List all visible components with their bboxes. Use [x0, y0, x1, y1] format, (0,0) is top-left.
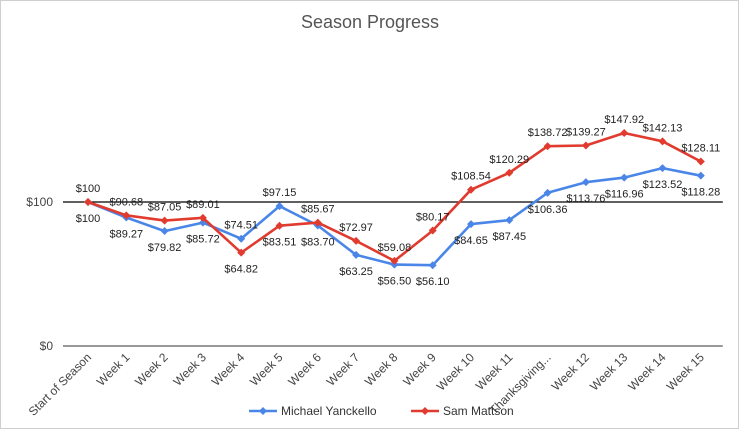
data-label: $87.45: [492, 231, 526, 243]
data-label: $138.72: [528, 127, 568, 139]
data-point: [313, 218, 322, 227]
data-point: [581, 178, 590, 187]
data-point: [505, 168, 514, 177]
legend-label: Sam Mattson: [443, 404, 514, 418]
data-point: [428, 261, 437, 270]
x-tick-label: Week 12: [549, 350, 592, 393]
data-label: $79.82: [148, 242, 182, 254]
data-point: [467, 185, 475, 194]
data-point: [505, 216, 514, 225]
legend-marker: [421, 407, 429, 415]
data-label: $142.13: [643, 122, 683, 134]
data-label: $118.28: [681, 187, 720, 199]
data-point: [543, 188, 552, 197]
data-point: [352, 250, 361, 259]
data-point: [581, 141, 590, 150]
x-tick-label: Week 1: [94, 350, 133, 389]
data-point: [696, 157, 705, 166]
data-label: $84.65: [454, 235, 488, 247]
data-label: $87.05: [148, 202, 182, 214]
x-tick-label: Week 7: [324, 350, 363, 389]
data-label: $89.01: [186, 199, 220, 211]
data-label: $74.51: [224, 220, 258, 232]
data-label: $64.82: [224, 264, 258, 276]
data-label: $85.72: [186, 234, 220, 246]
data-label: $113.76: [566, 193, 605, 205]
data-label: $128.11: [681, 143, 720, 155]
legend-marker: [259, 407, 267, 415]
x-tick-label: Week 8: [362, 350, 401, 389]
x-tick-label: Start of Season: [26, 350, 94, 418]
data-label: $72.97: [339, 222, 373, 234]
data-label: $97.15: [263, 187, 297, 199]
data-point: [160, 216, 169, 225]
x-tick-label: Week 14: [625, 350, 668, 393]
data-label: $147.92: [604, 114, 644, 126]
data-label: $106.36: [528, 204, 568, 216]
legend-label: Michael Yanckello: [281, 404, 377, 418]
data-point: [620, 128, 629, 137]
data-label: $83.51: [263, 237, 297, 249]
data-label: $120.29: [489, 154, 529, 166]
data-label: $56.10: [416, 276, 450, 288]
x-tick-label: Week 13: [587, 350, 630, 393]
data-point: [275, 221, 284, 230]
x-tick-label: Week 5: [247, 350, 286, 389]
data-label: $80.17: [416, 212, 450, 224]
data-label: $139.27: [566, 126, 606, 138]
data-point: [467, 220, 475, 229]
data-label: $108.54: [451, 171, 491, 183]
data-label: $56.50: [378, 276, 412, 288]
data-point: [198, 213, 207, 222]
data-label: $100: [76, 213, 100, 225]
data-label: $116.96: [605, 189, 644, 201]
data-label: $100: [76, 183, 100, 195]
data-point: [122, 211, 131, 220]
data-label: $63.25: [339, 266, 373, 278]
data-label: $90.68: [109, 196, 143, 208]
data-point: [620, 173, 629, 182]
chart-title: Season Progress: [301, 12, 439, 32]
data-point: [352, 236, 361, 245]
x-tick-label: Week 3: [171, 350, 210, 389]
data-point: [84, 198, 92, 206]
data-labels: $100 $100 $90.68 $89.27 $87.05 $79.82 $89.01 $8…: [76, 114, 721, 288]
data-point: [390, 256, 399, 265]
x-tick-label: Week 4: [209, 350, 248, 389]
y-tick-label: $100: [26, 195, 53, 209]
data-label: $83.70: [301, 236, 335, 248]
data-point: [160, 227, 169, 236]
y-tick-label: $0: [40, 339, 54, 353]
data-point: [658, 164, 667, 173]
data-point: [237, 234, 246, 243]
series-lines: [84, 128, 705, 270]
data-point: [428, 226, 437, 235]
legend: Michael Yanckello Sam Mattson: [249, 404, 514, 418]
data-point: [696, 171, 705, 180]
x-tick-label: Week 2: [132, 350, 171, 389]
data-point: [658, 137, 667, 146]
data-point: [543, 142, 552, 151]
data-label: $85.67: [301, 204, 335, 216]
x-tick-label: Week 10: [434, 350, 477, 393]
data-label: $59.08: [378, 242, 412, 254]
x-tick-label: Week 6: [285, 350, 324, 389]
x-tick-label: Week 15: [664, 350, 707, 393]
data-point: [237, 248, 246, 257]
data-label: $89.27: [109, 228, 143, 240]
data-point: [275, 202, 284, 211]
data-label: $123.52: [643, 179, 683, 191]
